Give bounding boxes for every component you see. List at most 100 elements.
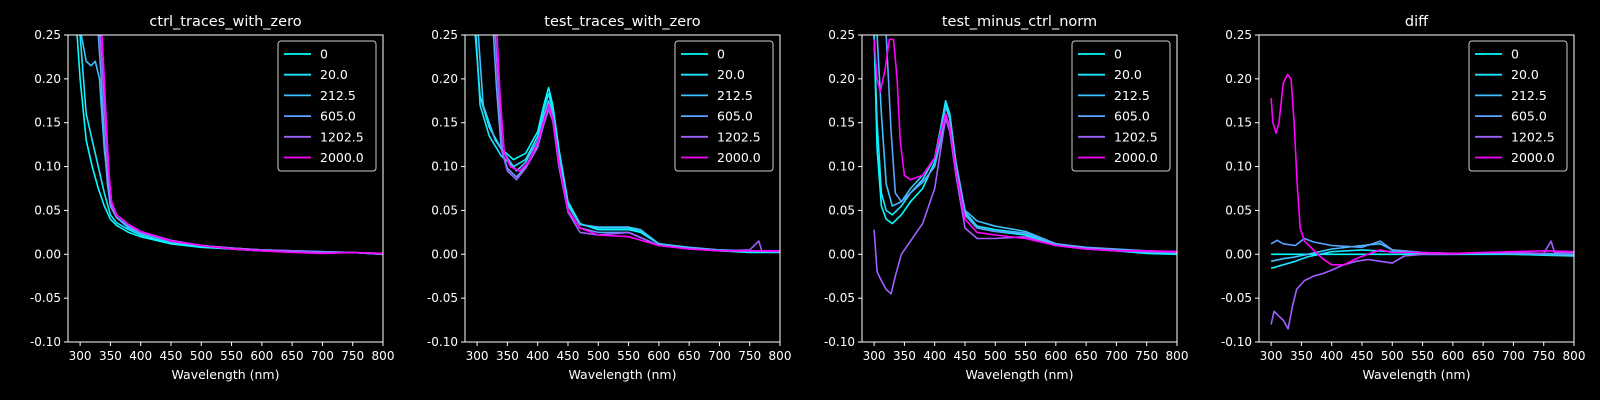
legend-entry: 212.5 (717, 88, 753, 103)
y-tick-label: 0.20 (34, 72, 61, 86)
chart-title: test_traces_with_zero (544, 14, 701, 30)
y-tick-label: 0.15 (828, 116, 855, 130)
legend-entry: 20.0 (320, 67, 348, 82)
y-tick-label: 0.10 (431, 160, 458, 174)
y-tick-label: -0.05 (824, 291, 855, 305)
legend-entry: 0 (717, 47, 725, 62)
chart-panel-3: test_minus_ctrl_norm 300 350 400 450 500 550 60… (824, 14, 1189, 382)
legend-entry: 2000.0 (1114, 150, 1158, 165)
y-tick-label: 0.15 (34, 116, 61, 130)
legend-entry: 0 (1114, 47, 1122, 62)
x-tick-label: 600 (250, 349, 273, 363)
chart-title: test_minus_ctrl_norm (942, 14, 1097, 30)
y-tick-label: -0.10 (824, 335, 855, 349)
x-tick-label: 650 (281, 349, 304, 363)
y-tick-label: 0.20 (431, 72, 458, 86)
legend-entry: 1202.5 (717, 129, 761, 144)
legend-entry: 0 (1511, 47, 1519, 62)
y-tick-label: 0.05 (431, 203, 458, 217)
legend-entry: 20.0 (1114, 67, 1142, 82)
x-tick-label: 400 (526, 349, 549, 363)
legend-box (1071, 40, 1171, 172)
x-tick-label: 500 (587, 349, 610, 363)
y-tick-label: 0.20 (828, 72, 855, 86)
x-tick-label: 600 (647, 349, 670, 363)
y-tick-label: -0.10 (427, 335, 458, 349)
x-tick-label: 400 (129, 349, 152, 363)
x-tick-label: 650 (678, 349, 701, 363)
legend: 0 20.0 212.5 605.0 1202.5 2000.0 (1071, 40, 1171, 172)
x-tick-label: 500 (1381, 349, 1404, 363)
series-line-2000.0 (496, 35, 780, 252)
x-axis-label: Wavelength (nm) (569, 367, 677, 382)
x-tick-label: 500 (190, 349, 213, 363)
x-tick-label: 700 (1502, 349, 1525, 363)
series-line-2000.0 (101, 35, 383, 255)
x-tick-label: 300 (466, 349, 489, 363)
legend-entry: 20.0 (1511, 67, 1539, 82)
x-tick-label: 350 (1290, 349, 1313, 363)
chart-title: ctrl_traces_with_zero (149, 14, 301, 30)
legend-entry: 2000.0 (320, 150, 364, 165)
x-tick-label: 650 (1472, 349, 1495, 363)
legend-entry: 20.0 (717, 67, 745, 82)
x-tick-label: 750 (341, 349, 364, 363)
y-tick-label: 0.05 (828, 203, 855, 217)
x-tick-label: 750 (1135, 349, 1158, 363)
y-tick-label: -0.10 (30, 335, 61, 349)
legend-entry: 2000.0 (1511, 150, 1555, 165)
x-axis-label: Wavelength (nm) (1363, 367, 1471, 382)
axes-frame (464, 34, 781, 343)
legend: 0 20.0 212.5 605.0 1202.5 2000.0 (1468, 40, 1568, 172)
chart-title: diff (1405, 14, 1429, 30)
y-tick-label: 0.00 (828, 247, 855, 261)
y-tick-label: 0.25 (34, 28, 61, 42)
y-tick-label: 0.00 (431, 247, 458, 261)
series-line-2000.0 (873, 38, 1177, 253)
x-tick-label: 700 (708, 349, 731, 363)
x-tick-label: 300 (1260, 349, 1283, 363)
x-tick-label: 800 (1563, 349, 1586, 363)
x-tick-label: 400 (1320, 349, 1343, 363)
plot-area (474, 35, 780, 254)
chart-panel-1: ctrl_traces_with_zero 300 350 400 450 500 550 6… (30, 14, 395, 382)
y-tick-label: 0.25 (828, 28, 855, 42)
y-tick-label: 0.00 (1225, 247, 1252, 261)
legend-box (277, 40, 377, 172)
y-tick-label: 0.15 (1225, 116, 1252, 130)
axes-frame (861, 34, 1178, 343)
x-tick-label: 550 (617, 349, 640, 363)
x-tick-label: 550 (1411, 349, 1434, 363)
x-tick-label: 650 (1075, 349, 1098, 363)
x-tick-label: 550 (220, 349, 243, 363)
x-tick-label: 350 (99, 349, 122, 363)
y-tick-label: -0.10 (1221, 335, 1252, 349)
y-tick-label: 0.10 (34, 160, 61, 174)
x-tick-label: 600 (1044, 349, 1067, 363)
legend-entry: 1202.5 (1511, 129, 1555, 144)
plot-area (1270, 73, 1574, 330)
x-tick-label: 500 (984, 349, 1007, 363)
y-tick-label: -0.05 (1221, 291, 1252, 305)
legend-entry: 0 (320, 47, 328, 62)
x-tick-label: 300 (69, 349, 92, 363)
x-tick-label: 800 (372, 349, 395, 363)
x-axis-label: Wavelength (nm) (966, 367, 1074, 382)
x-tick-label: 550 (1014, 349, 1037, 363)
legend-entry: 605.0 (1114, 109, 1150, 124)
legend-entry: 1202.5 (320, 129, 364, 144)
x-tick-label: 700 (311, 349, 334, 363)
series-line-2000.0 (1270, 73, 1574, 266)
y-tick-label: -0.05 (30, 291, 61, 305)
chart-panel-4: diff 300 350 400 450 500 550 600 650 700 750 800 -0.… (1221, 14, 1586, 382)
plot-area (873, 35, 1177, 295)
y-tick-label: -0.05 (427, 291, 458, 305)
x-tick-label: 350 (496, 349, 519, 363)
x-tick-label: 300 (863, 349, 886, 363)
x-tick-label: 800 (1166, 349, 1189, 363)
legend-entry: 605.0 (717, 109, 753, 124)
x-tick-label: 450 (954, 349, 977, 363)
series-line-605.0 (1270, 237, 1574, 256)
x-tick-label: 700 (1105, 349, 1128, 363)
